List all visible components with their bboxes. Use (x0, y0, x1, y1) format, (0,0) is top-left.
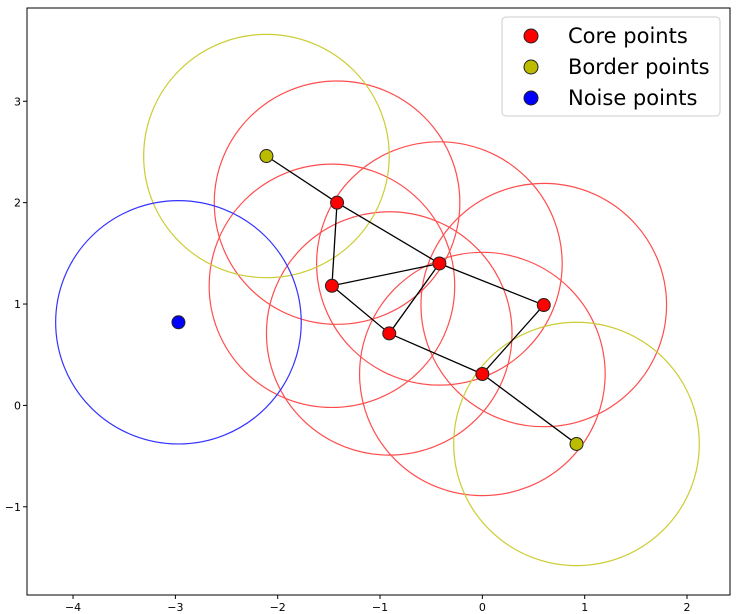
noise-points-marker-0 (171, 315, 186, 330)
x-tick-label-4: 0 (479, 601, 486, 614)
core-points-marker-2 (324, 278, 339, 293)
y-tick-label-2: 1 (14, 298, 21, 311)
x-tick-label-1: −3 (167, 601, 183, 614)
neighbor-edge-5 (388, 263, 440, 334)
border-points-eps-circle-0 (143, 33, 390, 279)
neighbor-edge-3 (331, 262, 440, 287)
core-points-eps-circle-1 (315, 141, 563, 386)
core-points-eps-circle-3 (420, 182, 668, 428)
core-points-marker-5 (475, 366, 490, 381)
neighbor-edge-7 (388, 332, 483, 375)
x-tick-label-6: 2 (684, 601, 691, 614)
noise-points-eps-circle-0 (55, 200, 302, 445)
border-points-marker-0 (259, 149, 274, 164)
neighbor-edge-8 (481, 304, 545, 375)
data-points (171, 149, 584, 451)
y-tick-label-4: 3 (14, 95, 21, 108)
neighbor-edges (266, 155, 577, 445)
border-points-marker-1 (569, 436, 584, 451)
x-tick-label-0: −4 (65, 601, 81, 614)
neighbor-edge-4 (439, 262, 545, 306)
x-tick-label-2: −2 (270, 601, 286, 614)
axes-frame (26, 7, 731, 596)
neighbor-edge-6 (331, 285, 390, 334)
neighbor-edge-1 (336, 202, 440, 265)
core-points-marker-0 (330, 195, 345, 210)
legend-label-core-points: Core points (568, 24, 688, 48)
y-axis-ticks: −1 0 1 2 3 (5, 95, 27, 514)
core-points-eps-circle-5 (358, 251, 606, 497)
x-tick-label-3: −1 (372, 601, 388, 614)
neighbor-edge-9 (481, 373, 577, 445)
core-points-eps-circle-4 (265, 211, 513, 456)
legend-label-noise-points: Noise points (568, 86, 697, 110)
border-points-eps-circle-1 (453, 321, 700, 567)
core-points-marker-1 (432, 256, 447, 271)
legend-label-border-points: Border points (568, 55, 710, 79)
plot-area (55, 33, 700, 567)
legend-marker-core-points (523, 28, 539, 44)
y-tick-label-1: 0 (14, 399, 21, 412)
legend-marker-noise-points (523, 90, 539, 106)
eps-circles (55, 33, 700, 567)
neighbor-edge-0 (266, 155, 338, 204)
neighbor-edge-2 (331, 202, 338, 286)
x-axis-ticks: −4 −3 −2 −1 0 1 2 (65, 595, 691, 614)
y-tick-label-0: −1 (5, 501, 21, 514)
legend-box (501, 16, 721, 117)
core-points-marker-4 (382, 326, 397, 341)
legend: Core points Border points Noise points (501, 16, 721, 117)
core-points-eps-circle-0 (213, 80, 461, 325)
core-points-marker-3 (536, 298, 551, 313)
legend-marker-border-points (523, 59, 539, 75)
x-tick-label-5: 1 (581, 601, 588, 614)
core-points-eps-circle-2 (208, 163, 456, 409)
y-tick-label-3: 2 (14, 197, 21, 210)
